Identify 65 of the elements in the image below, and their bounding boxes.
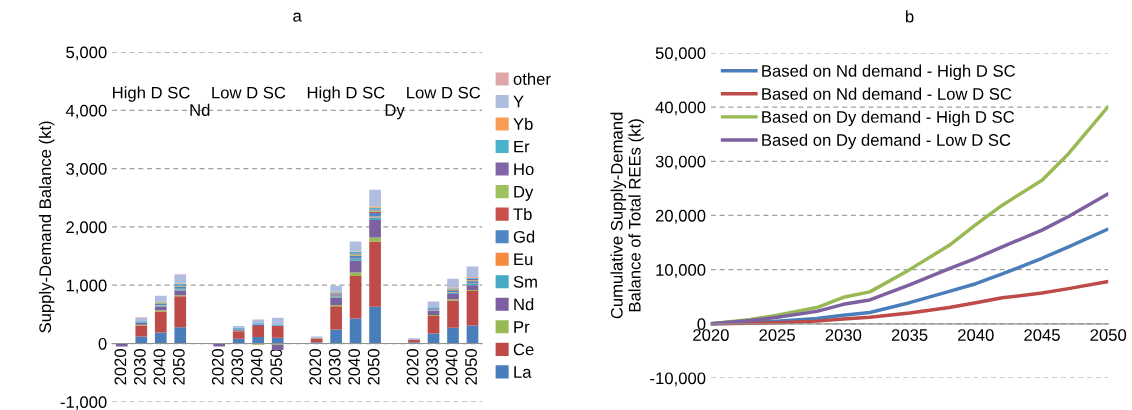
legend-label: Based on Nd demand - High D SC [762,64,1016,81]
x-tick-label: 2030 [133,349,146,385]
x-tick-label: 2040 [958,329,994,341]
y-tick-label: 10,000 [656,264,706,278]
y-tick-label: 0 [98,337,107,350]
x-tick-label: 2040 [250,349,263,385]
x-tick-label: 2040 [153,349,166,385]
y-axis-title: Cumulative Supply-Demand Balance of Total REEs (kt) [610,112,644,319]
x-tick-label: 2020 [693,329,729,341]
x-tick-label: 2050 [1090,329,1127,341]
y-tick-label: 0 [697,318,706,331]
chart-title: a [293,12,302,22]
legend-label: Yb [513,117,533,130]
y-axis-title: Supply-Demand Balance (kt) [38,121,55,333]
annotation: Low D SC [212,86,286,99]
legend-label: Based on Nd demand - Low D SC [762,87,1012,100]
legend-label: Dy [514,185,534,201]
legend-label: Ce [513,343,534,356]
x-tick-label: 2035 [891,329,928,341]
x-tick-label: 2030 [825,329,862,341]
y-tick-label: -1,000 [60,396,107,410]
y-tick-label: 20,000 [655,209,706,224]
x-tick-label: 2020 [309,349,322,385]
legend-label: La [514,366,532,378]
annotation: Low D SC [407,86,481,99]
legend-label: Nd [514,298,534,311]
legend-label: Sm [513,275,537,288]
annotation: Dy [385,104,405,120]
x-tick-label: 2050 [465,349,477,385]
legend-label: Gd [513,230,535,243]
y-tick-label: 4,000 [65,104,107,119]
y-tick-label: 1,000 [66,279,107,294]
x-tick-label: 2045 [1024,329,1060,341]
y-tick-label: 5,000 [66,46,107,61]
y-tick-label: 3,000 [66,163,107,177]
x-tick-label: 2040 [348,349,361,385]
y-tick-label: 40,000 [655,101,706,116]
legend-label: Pr [514,321,530,333]
x-tick-label: 2040 [445,349,458,385]
y-tick-label: 2,000 [66,221,107,236]
x-tick-label: 2020 [406,349,419,385]
annotation: High D SC [307,86,385,102]
legend-label: Based on Dy demand - Low D SC [762,133,1011,150]
y-tick-label: 30,000 [655,155,706,170]
x-tick-label: 2030 [231,349,244,385]
annotation: Nd [190,103,210,116]
annotation: High D SC [113,86,190,102]
y-tick-label: 50,000 [655,47,706,62]
legend-label: Based on Dy demand - High D SC [762,110,1015,127]
legend-label: Er [514,140,530,153]
legend-label: Ho [514,163,534,176]
x-tick-label: 2025 [759,329,795,341]
x-tick-label: 2030 [426,349,438,385]
x-tick-label: 2050 [367,349,380,385]
legend-label: Tb [513,207,532,221]
x-tick-label: 2030 [328,349,341,385]
x-tick-label: 2020 [211,349,224,385]
x-tick-label: 2050 [270,349,283,385]
legend-label: Y [513,95,524,108]
chart-title: b [906,10,914,23]
y-tick-label: -10,000 [650,372,706,387]
x-tick-label: 2020 [114,349,127,385]
legend-label: Eu [514,253,533,266]
legend-label: other [513,72,551,85]
x-tick-label: 2050 [172,349,185,385]
